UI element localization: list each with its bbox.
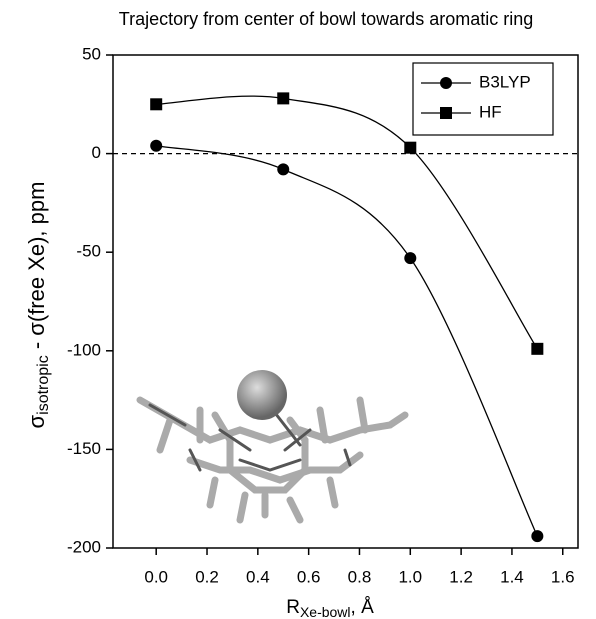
y-axis-label: σisotropic - σ(free Xe), ppm	[24, 182, 52, 429]
y-tick-label: -150	[67, 439, 101, 458]
legend-label: B3LYP	[479, 72, 531, 91]
y-tick-label: -50	[76, 242, 101, 261]
y-label-sub: isotropic	[35, 355, 52, 415]
x-tick-label: 1.6	[551, 567, 575, 586]
marker-square	[440, 107, 452, 119]
chart: Trajectory from center of bowl towards a…	[0, 0, 596, 619]
marker-square	[277, 92, 289, 104]
marker-circle	[440, 77, 452, 89]
x-axis-label: RXe-bowl, Å	[286, 597, 374, 619]
x-label-main: R	[286, 597, 300, 618]
legend-label: HF	[479, 102, 502, 121]
marker-circle	[531, 530, 543, 542]
x-tick-label: 1.4	[500, 567, 524, 586]
x-tick-label: 1.0	[398, 567, 422, 586]
marker-square	[531, 343, 543, 355]
x-tick-label: 0.0	[144, 567, 168, 586]
marker-circle	[277, 163, 289, 175]
legend: B3LYP HF	[413, 63, 553, 135]
x-label-rest: , Å	[351, 597, 375, 618]
marker-square	[404, 142, 416, 154]
x-tick-label: 0.6	[297, 567, 321, 586]
molecule-inset	[140, 370, 405, 520]
y-label-rest: - σ(free Xe), ppm	[24, 182, 49, 356]
y-tick-label: -200	[67, 537, 101, 556]
marker-square	[150, 98, 162, 110]
x-tick-label: 0.8	[348, 567, 372, 586]
x-tick-label: 0.2	[195, 567, 219, 586]
marker-circle	[404, 252, 416, 264]
marker-circle	[150, 140, 162, 152]
y-tick-label: -100	[67, 340, 101, 359]
chart-title: Trajectory from center of bowl towards a…	[119, 9, 533, 29]
x-tick-label: 1.2	[449, 567, 473, 586]
y-label-main: σ	[24, 414, 49, 428]
x-tick-label: 0.4	[246, 567, 270, 586]
y-tick-label: 50	[82, 44, 101, 63]
x-label-sub: Xe-bowl	[300, 604, 351, 619]
page: {"chart_data": {"type": "line", "title":…	[0, 0, 596, 619]
y-tick-label: 0	[92, 143, 101, 162]
